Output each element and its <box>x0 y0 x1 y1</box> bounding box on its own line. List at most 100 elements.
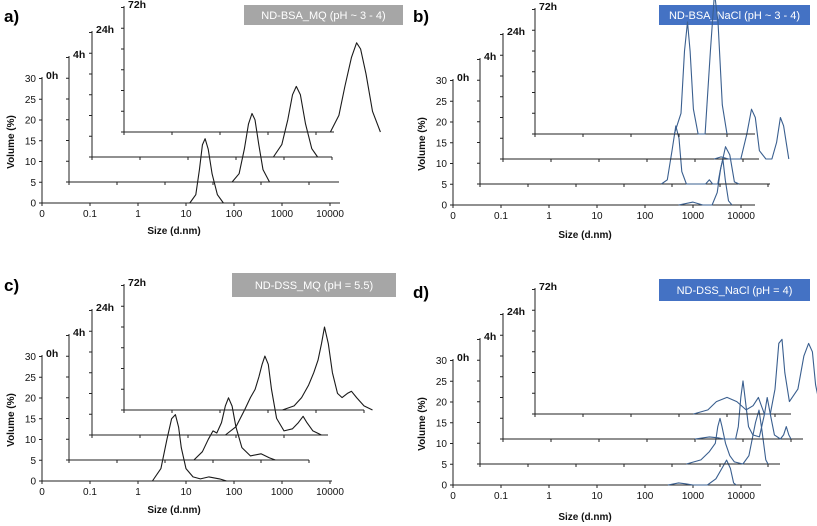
panel-title-box <box>659 279 810 301</box>
panel-title: ND-DSS_NaCl (pH = 4) <box>677 285 793 297</box>
y-tick-label: 5 <box>441 180 447 191</box>
series-label: 72h <box>539 281 557 293</box>
y-tick-label: 5 <box>441 460 447 471</box>
y-tick-label: 25 <box>25 373 37 384</box>
panel-title: ND-DSS_MQ (pH = 5.5) <box>255 280 373 292</box>
series-label: 72h <box>539 1 557 13</box>
y-tick-label: 30 <box>25 352 37 363</box>
series-line <box>272 85 319 158</box>
x-tick-label: 0 <box>450 211 456 222</box>
y-tick-label: 25 <box>25 95 37 106</box>
series-label: 24h <box>507 306 525 318</box>
series-line <box>193 397 276 461</box>
y-tick-label: 20 <box>25 116 37 127</box>
y-tick-label: 0 <box>30 199 36 210</box>
x-tick-label: 10 <box>180 209 192 220</box>
series-label: 24h <box>96 302 114 314</box>
chart-panel-c: c) ND-DSS_MQ (pH = 5.5)0h4h24h72h05101520… <box>4 273 396 516</box>
y-tick-label: 15 <box>436 138 448 149</box>
y-axis-title: Volume (%) <box>6 115 17 169</box>
panel-letter: d) <box>413 283 429 302</box>
y-tick-label: 0 <box>441 481 447 492</box>
y-tick-label: 0 <box>30 477 36 488</box>
y-axis-title: Volume (%) <box>6 393 17 447</box>
series-label: 72h <box>128 0 146 11</box>
x-tick-label: 100 <box>226 209 243 220</box>
x-tick-label: 0.1 <box>83 487 97 498</box>
y-tick-label: 5 <box>30 456 36 467</box>
x-tick-label: 10 <box>591 491 603 502</box>
panel-title-box <box>244 5 403 25</box>
series-0h: 0h <box>450 352 761 488</box>
y-tick-label: 30 <box>25 74 37 85</box>
x-tick-label: 0.1 <box>494 491 508 502</box>
series-0h: 0h <box>39 348 332 484</box>
series-line <box>713 108 790 160</box>
y-tick-label: 25 <box>436 97 448 108</box>
series-line <box>225 355 322 436</box>
x-tick-label: 0 <box>39 487 45 498</box>
x-axis-title: Size (d.nm) <box>147 505 200 516</box>
x-tick-label: 100 <box>637 211 654 222</box>
series-label: 4h <box>73 327 85 339</box>
series-line <box>673 0 728 135</box>
x-tick-label: 1 <box>546 491 552 502</box>
x-tick-label: 1 <box>135 209 141 220</box>
series-0h: 0h <box>39 70 340 206</box>
series-72h: 72h <box>532 281 817 417</box>
x-tick-label: 10 <box>591 211 603 222</box>
series-line <box>282 326 373 411</box>
y-tick-label: 10 <box>436 439 448 450</box>
panel-letter: a) <box>4 7 19 26</box>
panel-title: ND-BSA_NaCl (pH ~ 3 - 4) <box>669 10 800 22</box>
series-line <box>693 338 817 415</box>
y-tick-label: 10 <box>436 159 448 170</box>
x-tick-label: 1 <box>546 211 552 222</box>
series-4h: 4h <box>477 51 770 187</box>
series-line <box>189 138 224 204</box>
y-tick-label: 10 <box>25 435 37 446</box>
x-tick-label: 0 <box>39 209 45 220</box>
series-label: 0h <box>457 72 469 84</box>
panel-title: ND-BSA_MQ (pH ~ 3 - 4) <box>261 10 385 22</box>
series-line <box>151 414 227 482</box>
y-axis-title: Volume (%) <box>417 117 428 171</box>
series-line <box>231 112 270 183</box>
y-tick-label: 20 <box>436 398 448 409</box>
y-tick-label: 15 <box>25 136 37 147</box>
x-axis-title: Size (d.nm) <box>147 226 200 237</box>
y-axis-title: Volume (%) <box>417 397 428 451</box>
y-tick-label: 30 <box>436 356 448 367</box>
series-line <box>667 459 737 486</box>
series-72h: 72h <box>121 0 381 135</box>
series-72h: 72h <box>121 277 373 413</box>
x-tick-label: 100 <box>226 487 243 498</box>
series-label: 4h <box>484 331 496 343</box>
series-24h: 24h <box>500 306 803 442</box>
panel-title-box <box>232 273 396 297</box>
series-72h: 72h <box>532 0 755 137</box>
x-tick-label: 10 <box>180 487 192 498</box>
x-tick-label: 100 <box>637 491 654 502</box>
series-label: 72h <box>128 277 146 289</box>
series-label: 0h <box>457 352 469 364</box>
series-line <box>694 380 792 440</box>
y-tick-label: 5 <box>30 178 36 189</box>
y-tick-label: 10 <box>25 157 37 168</box>
y-tick-label: 20 <box>436 118 448 129</box>
series-line <box>678 158 733 206</box>
x-tick-label: 10000 <box>727 211 755 222</box>
series-line <box>686 409 769 465</box>
y-tick-label: 0 <box>441 201 447 212</box>
series-line <box>661 125 740 185</box>
x-axis-title: Size (d.nm) <box>558 512 611 523</box>
series-label: 0h <box>46 70 58 82</box>
series-line <box>329 42 381 133</box>
x-tick-label: 0.1 <box>494 211 508 222</box>
series-label: 4h <box>484 51 496 63</box>
y-tick-label: 15 <box>436 418 448 429</box>
x-tick-label: 1 <box>135 487 141 498</box>
x-tick-label: 1000 <box>271 487 294 498</box>
series-label: 24h <box>96 24 114 36</box>
